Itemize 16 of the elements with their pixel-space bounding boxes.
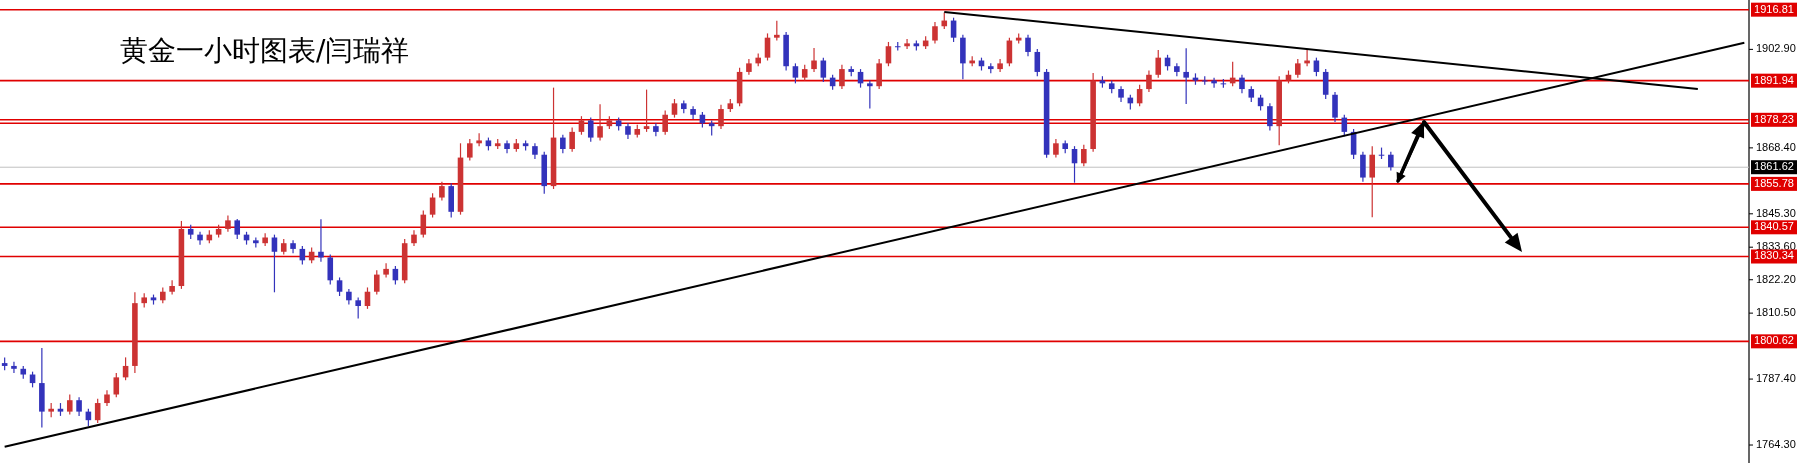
y-tick-label: 1787.40 <box>1756 371 1796 384</box>
y-tick-label: 1822.20 <box>1756 272 1796 285</box>
ref-line-label: 1800.62 <box>1754 334 1794 347</box>
ref-line-label: 1855.78 <box>1754 176 1794 189</box>
ref-line-label: 1916.81 <box>1754 2 1794 15</box>
ref-line-label: 1840.57 <box>1754 220 1794 233</box>
ref-line-label: 1891.94 <box>1754 73 1794 86</box>
title: 黄金一小时图表/闫瑞祥 <box>120 34 410 67</box>
ref-line-label: 1830.34 <box>1754 249 1794 262</box>
y-tick-label: 1764.30 <box>1756 437 1796 450</box>
y-tick-label: 1845.30 <box>1756 206 1796 219</box>
ref-line-label: 1861.62 <box>1754 160 1794 173</box>
y-tick-label: 1868.40 <box>1756 140 1796 153</box>
ref-line-label: 1878.23 <box>1754 112 1794 125</box>
y-tick-label: 1810.50 <box>1756 306 1796 319</box>
y-tick-label: 1902.90 <box>1756 42 1796 55</box>
